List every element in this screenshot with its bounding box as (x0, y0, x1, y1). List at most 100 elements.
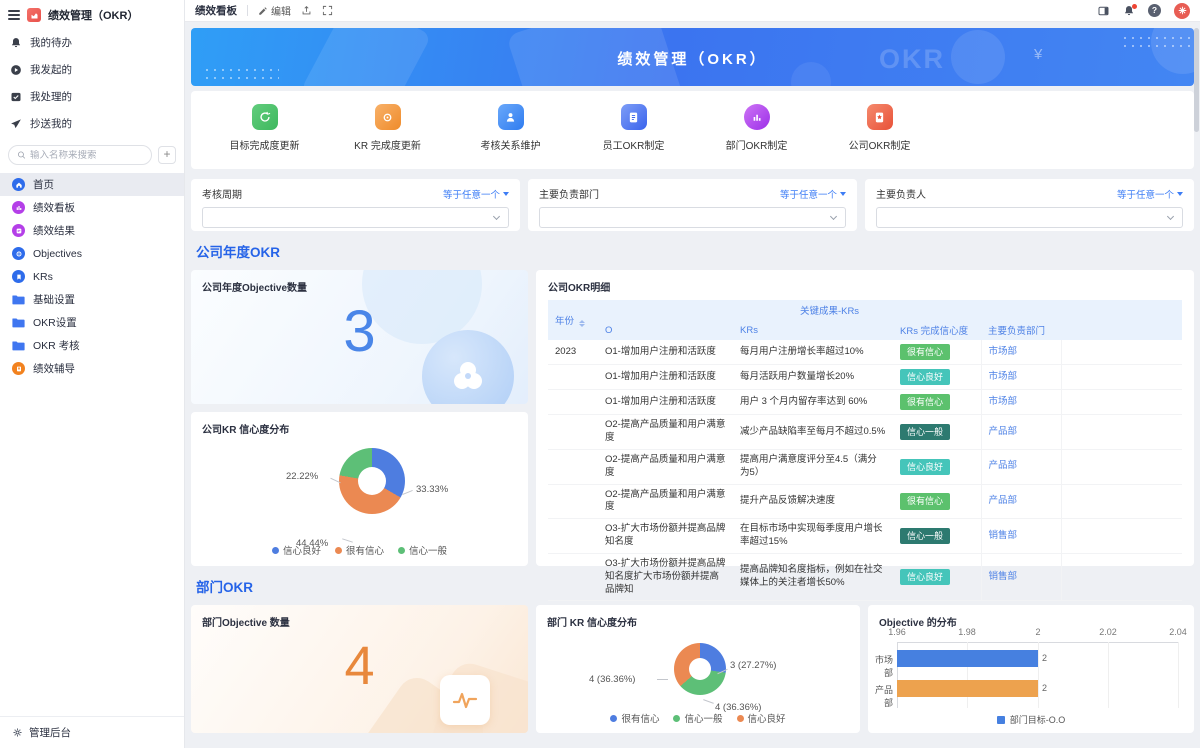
filter-select[interactable] (539, 207, 846, 228)
sidebar-item-cc[interactable]: 抄送我的 (0, 110, 184, 137)
department-objective-count-card: 部门Objective 数量 4 (191, 605, 528, 733)
banner-watermark: OKR (879, 44, 945, 74)
notification-badge (1132, 3, 1137, 9)
sidebar-item-okr-settings[interactable]: OKR设置 (0, 311, 184, 334)
caret-down-icon (840, 191, 846, 196)
bar-value: 2 (1042, 683, 1048, 693)
sidebar-item-objectives[interactable]: Objectives (0, 242, 184, 265)
page-tab[interactable]: 绩效看板 (195, 5, 237, 17)
caret-down-icon (503, 191, 509, 196)
home-icon (12, 178, 25, 191)
result-icon (12, 224, 25, 237)
sort-icon[interactable] (579, 320, 586, 327)
department-link[interactable]: 销售部 (988, 529, 1018, 541)
filter-select[interactable] (202, 207, 509, 228)
sidebar-item-processed[interactable]: 我处理的 (0, 83, 184, 110)
filter-operator-dropdown[interactable]: 等于任意一个 (1117, 187, 1183, 201)
legend-item[interactable]: 信心一般 (398, 543, 447, 557)
filter-main-department: 主要负责部门 等于任意一个 (528, 179, 857, 231)
pie-label-strong: 44.44% (296, 538, 329, 549)
share-button[interactable] (301, 5, 312, 16)
department-link[interactable]: 市场部 (988, 395, 1018, 407)
filter-select[interactable] (876, 207, 1183, 228)
company-kr-confidence-card: 公司KR 信心度分布 33.33% 22.22% 44.44% 信心良好 (191, 412, 528, 566)
admin-console-button[interactable]: 管理后台 (0, 716, 184, 748)
column-header-o[interactable]: O (598, 320, 733, 340)
cell-confidence: 信心良好 (893, 553, 981, 602)
cell-filler (1060, 484, 1182, 520)
sidebar-menu: 首页 绩效看板 绩效结果 Objectives KRs 基础设置 (0, 171, 184, 716)
bar-product[interactable] (897, 680, 1038, 697)
legend-item[interactable]: 信心良好 (271, 543, 321, 557)
department-link[interactable]: 产品部 (988, 495, 1018, 507)
hamburger-menu-icon[interactable] (8, 10, 20, 20)
department-link[interactable]: 市场部 (988, 345, 1018, 357)
legend-item[interactable]: 信心一般 (673, 711, 723, 725)
scrollbar-track[interactable] (1193, 24, 1199, 746)
fullscreen-button[interactable] (322, 5, 333, 16)
cell-filler (1060, 364, 1182, 391)
column-header-year[interactable]: 年份 (548, 300, 598, 340)
filter-operator-dropdown[interactable]: 等于任意一个 (780, 187, 846, 201)
sidebar-item-basic-settings[interactable]: 基础设置 (0, 288, 184, 311)
pie-label-good: 4 (36.36%) (589, 674, 636, 685)
help-button[interactable]: ? (1148, 4, 1161, 17)
department-link[interactable]: 市场部 (988, 370, 1018, 382)
confidence-badge: 信心良好 (900, 569, 951, 586)
cell-kr: 提升产品反馈解决速度 (733, 484, 893, 520)
legend-square (996, 715, 1005, 724)
legend-label[interactable]: 部门目标-O.O (1009, 715, 1066, 725)
search-box[interactable] (8, 145, 152, 165)
notifications-button[interactable] (1123, 3, 1137, 17)
panel-toggle-button[interactable] (1097, 5, 1110, 17)
donut-chart[interactable] (339, 448, 405, 514)
quick-action-kr-progress[interactable]: KR 完成度更新 (326, 104, 449, 169)
quick-action-department-okr[interactable]: 部门OKR制定 (695, 104, 818, 169)
sidebar-header: 绩效管理（OKR） (0, 0, 184, 29)
quick-action-company-okr[interactable]: 公司OKR制定 (818, 104, 941, 169)
edit-button[interactable]: 编辑 (258, 3, 291, 18)
avatar-glyph-icon (1178, 6, 1186, 15)
filter-operator-dropdown[interactable]: 等于任意一个 (443, 187, 509, 201)
donut-chart[interactable] (674, 643, 726, 695)
sidebar-item-results[interactable]: 绩效结果 (0, 219, 184, 242)
banner-currency-decoration: ¥ (1034, 46, 1043, 63)
sidebar-item-dashboard[interactable]: 绩效看板 (0, 196, 184, 219)
sidebar-search-row: + (0, 137, 184, 171)
column-header-department[interactable]: 主要负责部门 (981, 320, 1061, 340)
quick-action-employee-okr[interactable]: 员工OKR制定 (572, 104, 695, 169)
cell-confidence: 很有信心 (893, 389, 981, 416)
search-input[interactable] (29, 149, 143, 161)
sidebar-item-okr-review[interactable]: OKR 考核 (0, 334, 184, 357)
app-title: 绩效管理（OKR） (48, 10, 139, 22)
bar-marketing[interactable] (897, 650, 1038, 667)
sidebar-item-coaching[interactable]: 绩效辅导 (0, 357, 184, 380)
sidebar-item-initiated[interactable]: 我发起的 (0, 56, 184, 83)
admin-console-label: 管理后台 (29, 727, 71, 739)
department-link[interactable]: 产品部 (988, 460, 1018, 472)
cell-objective: O2-提高产品质量和用户满意度 (598, 484, 733, 520)
quick-action-label: 员工OKR制定 (602, 141, 665, 152)
company-left-column: 公司年度Objective数量 3 公司KR 信心度分布 33.33% (191, 270, 528, 566)
department-link[interactable]: 销售部 (988, 570, 1018, 582)
user-avatar[interactable] (1174, 2, 1190, 19)
menu-label: 基础设置 (33, 294, 75, 306)
legend-item[interactable]: 信心良好 (736, 711, 786, 725)
kr-jar-icon (374, 104, 401, 130)
sidebar-item-krs[interactable]: KRs (0, 265, 184, 288)
company-grid: 公司年度Objective数量 3 公司KR 信心度分布 33.33% (191, 270, 1194, 627)
legend-item[interactable]: 很有信心 (334, 543, 384, 557)
department-link[interactable]: 产品部 (988, 425, 1018, 437)
column-header-confidence[interactable]: KRs 完成信心度 (893, 320, 981, 340)
sidebar-item-home[interactable]: 首页 (0, 173, 184, 196)
section-title-department: 部门OKR (196, 580, 253, 595)
quick-action-goal-progress[interactable]: 目标完成度更新 (203, 104, 326, 169)
scrollbar-thumb[interactable] (1194, 28, 1199, 132)
play-circle-icon (11, 64, 21, 75)
add-app-button[interactable]: + (158, 146, 176, 164)
quick-action-review-relation[interactable]: 考核关系维护 (449, 104, 572, 169)
column-header-krs[interactable]: KRs (733, 320, 893, 340)
legend-item[interactable]: 很有信心 (610, 711, 659, 725)
sidebar-item-todo[interactable]: 我的待办 (0, 29, 184, 56)
cell-objective: O2-提高产品质量和用户满意度 (598, 449, 733, 485)
